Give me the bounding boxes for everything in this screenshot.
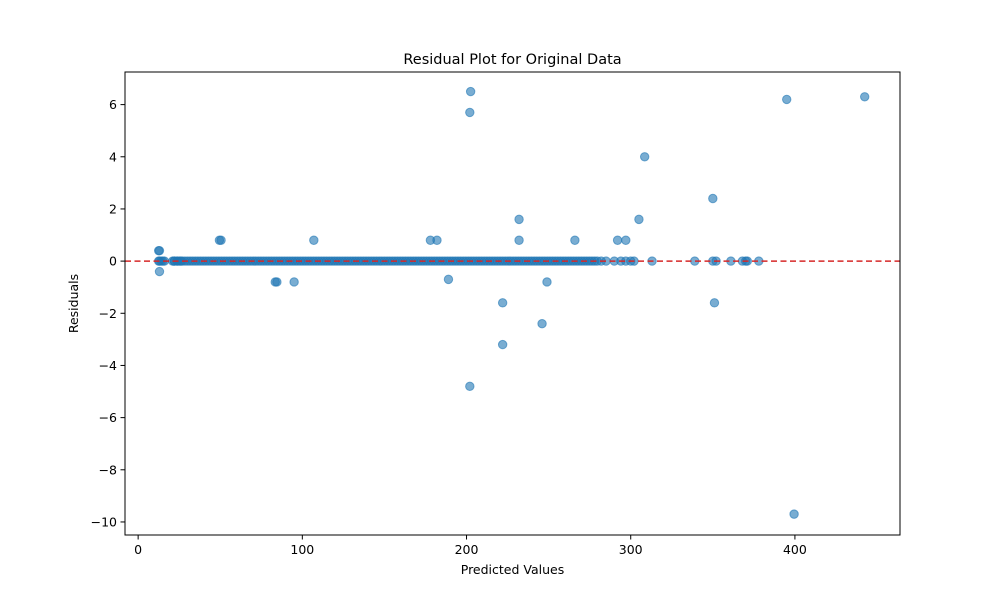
data-point xyxy=(639,152,650,162)
y-axis-label: Residuals xyxy=(66,274,81,333)
data-point xyxy=(570,235,580,245)
data-point xyxy=(514,235,524,245)
data-point xyxy=(497,298,508,308)
y-tick-label: −6 xyxy=(99,410,117,425)
y-tick-label: 0 xyxy=(109,254,117,269)
x-axis-ticks: 0 100 200 300 400 xyxy=(134,535,807,557)
data-point xyxy=(542,277,552,287)
x-axis-label: Predicted Values xyxy=(461,562,565,577)
data-point xyxy=(216,235,226,245)
data-point xyxy=(154,266,165,277)
data-point xyxy=(782,94,792,105)
data-point xyxy=(708,193,718,204)
x-tick-label: 200 xyxy=(455,542,479,557)
data-point xyxy=(537,319,547,329)
x-tick-label: 0 xyxy=(134,542,142,557)
data-point xyxy=(709,298,720,308)
points-layer xyxy=(153,86,870,519)
data-point xyxy=(497,339,508,350)
y-tick-label: 4 xyxy=(109,149,117,164)
data-point xyxy=(514,214,524,225)
y-tick-label: −10 xyxy=(91,514,117,529)
y-axis-ticks: −10 −8 −6 −4 −2 0 2 4 6 xyxy=(91,97,125,529)
y-tick-label: −8 xyxy=(99,462,117,477)
data-point xyxy=(789,509,799,519)
data-point xyxy=(465,381,475,392)
y-tick-label: −2 xyxy=(99,306,117,321)
x-tick-label: 300 xyxy=(619,542,643,557)
x-tick-label: 100 xyxy=(290,542,314,557)
data-point xyxy=(309,235,319,245)
data-point xyxy=(465,107,475,118)
data-point xyxy=(621,235,631,245)
data-point xyxy=(443,274,454,285)
data-point xyxy=(860,92,870,102)
plot-frame xyxy=(124,71,901,536)
y-tick-label: 6 xyxy=(109,97,117,112)
data-point xyxy=(432,235,442,245)
y-tick-label: 2 xyxy=(109,201,117,216)
data-point xyxy=(289,277,299,287)
data-point xyxy=(612,235,623,245)
data-point xyxy=(634,214,644,225)
y-tick-label: −4 xyxy=(99,358,117,373)
data-point xyxy=(154,245,165,256)
data-point xyxy=(465,86,476,97)
chart-title: Residual Plot for Original Data xyxy=(403,52,621,68)
x-tick-label: 400 xyxy=(783,542,807,557)
data-point xyxy=(272,277,282,287)
